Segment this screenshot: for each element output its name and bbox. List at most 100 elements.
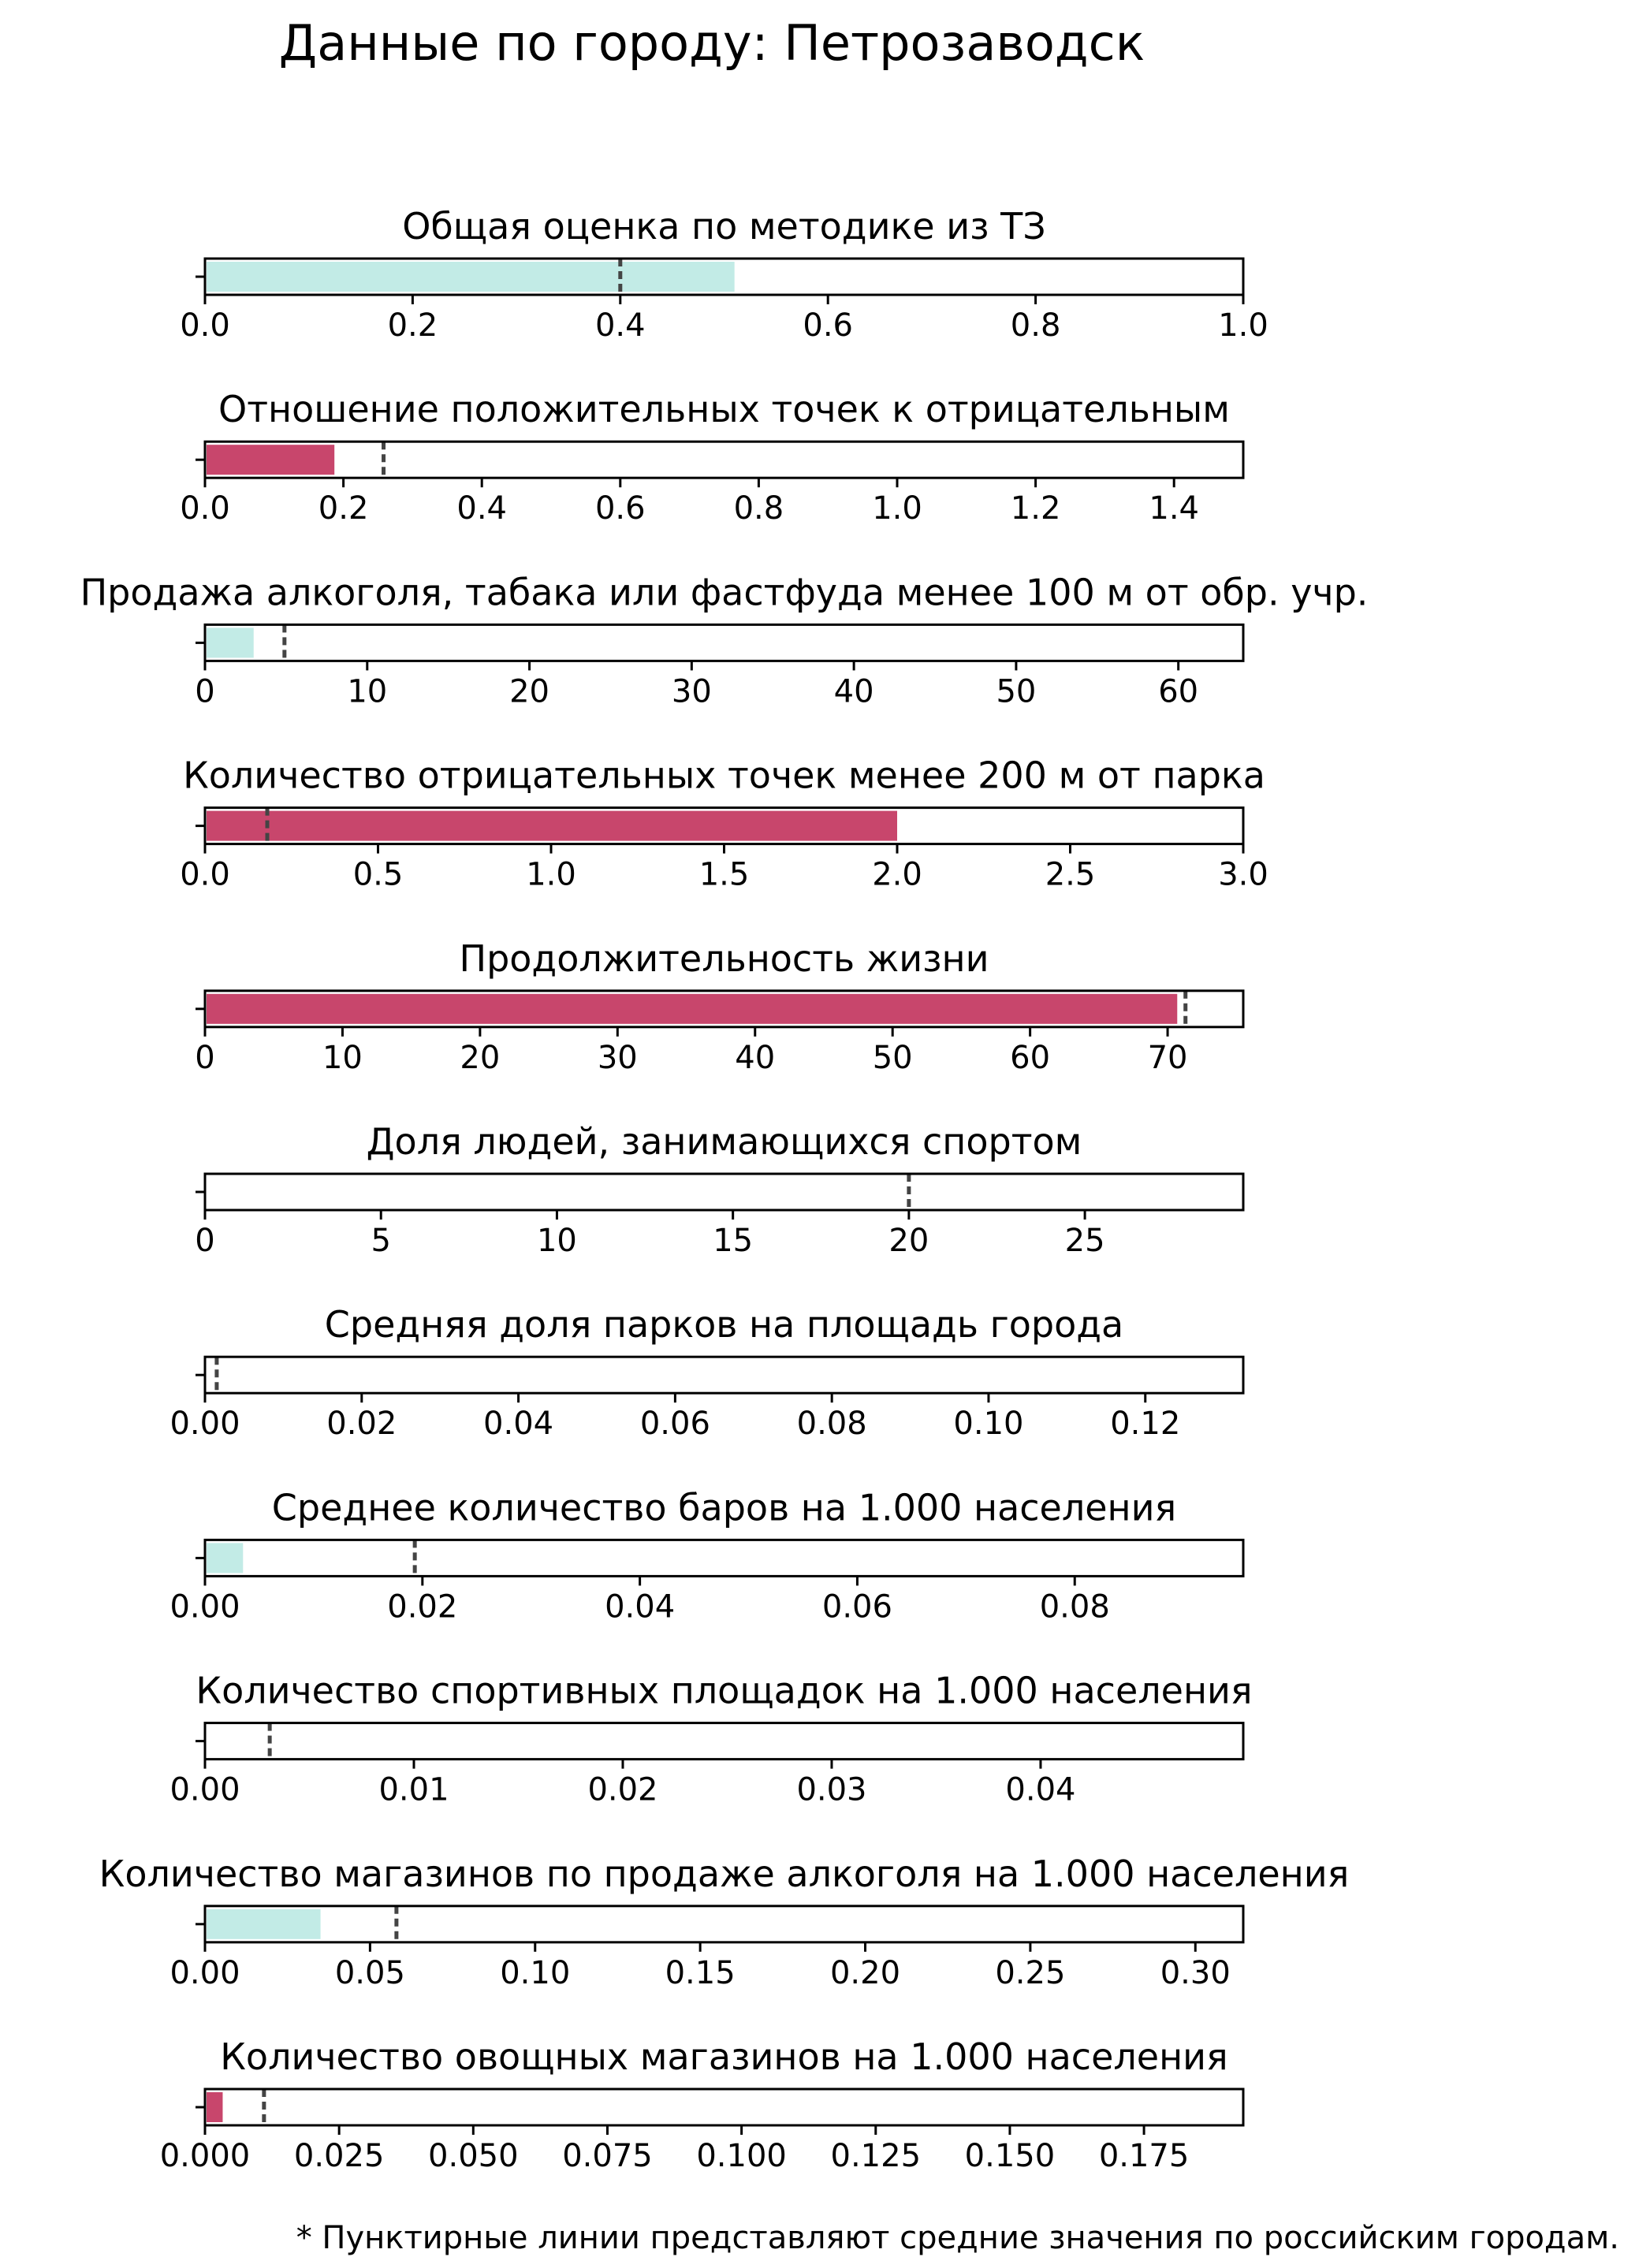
- x-tick-label: 0.02: [387, 1588, 457, 1625]
- x-tick-label: 30: [672, 673, 712, 709]
- x-tick-label: 5: [371, 1223, 390, 1259]
- x-tick-label: 0.2: [318, 490, 369, 527]
- x-tick-label: 1.0: [1218, 307, 1268, 344]
- value-bar: [207, 445, 335, 475]
- x-tick-label: 1.0: [872, 490, 922, 527]
- x-tick-label: 0.25: [995, 1955, 1065, 1991]
- x-tick-label: 0.0: [180, 307, 230, 344]
- panel-1: Общая оценка по методике из ТЗ 0.0 0.2 0.4 0…: [180, 205, 1268, 344]
- panel-11: Количество овощных магазинов на 1.000 на…: [160, 2035, 1245, 2174]
- x-tick-label: 15: [713, 1223, 753, 1259]
- axes-frame: [203, 1172, 1245, 1212]
- x-tick-label: 1.2: [1011, 490, 1061, 527]
- x-tick-label: 30: [598, 1040, 638, 1076]
- x-tick-label: 0.8: [734, 490, 784, 527]
- x-tick-label: 0.00: [169, 1955, 240, 1991]
- panel-title: Общая оценка по методике из ТЗ: [402, 205, 1046, 248]
- x-tick-label: 0.00: [169, 1772, 240, 1808]
- x-tick-label: 3.0: [1218, 857, 1268, 893]
- x-tick-label: 0.6: [803, 307, 853, 344]
- panel-title: Количество отрицательных точек менее 200…: [183, 754, 1265, 797]
- x-tick-label: 0.100: [696, 2138, 787, 2174]
- x-tick-label: 0: [195, 1223, 214, 1259]
- x-tick-label: 0.025: [294, 2138, 385, 2174]
- x-tick-label: 0.2: [388, 307, 438, 344]
- value-bar: [207, 810, 897, 841]
- panel-title: Количество магазинов по продаже алкоголя…: [99, 1853, 1350, 1895]
- panel-title: Доля людей, занимающихся спортом: [367, 1120, 1082, 1163]
- panel-2: Отношение положительных точек к отрицате…: [180, 388, 1245, 527]
- panel-title: Среднее количество баров на 1.000 населе…: [272, 1486, 1176, 1529]
- value-bar: [207, 1909, 321, 1939]
- axes-frame: [203, 623, 1245, 662]
- x-tick-label: 1.5: [699, 857, 750, 893]
- x-tick-label: 0.04: [605, 1588, 675, 1625]
- x-tick-label: 0.30: [1160, 1955, 1231, 1991]
- axes-frame: [203, 2087, 1245, 2127]
- panel-title: Количество овощных магазинов на 1.000 на…: [220, 2035, 1227, 2078]
- x-tick-label: 0.10: [500, 1955, 570, 1991]
- panel-title: Продажа алкоголя, табака или фастфуда ме…: [80, 571, 1369, 613]
- axes-frame: [203, 440, 1245, 479]
- x-tick-label: 20: [509, 673, 549, 709]
- x-tick-label: 20: [460, 1040, 500, 1076]
- x-tick-label: 50: [996, 673, 1036, 709]
- axes-frame: [203, 1905, 1245, 1944]
- x-tick-label: 40: [834, 673, 874, 709]
- x-tick-label: 60: [1010, 1040, 1050, 1076]
- x-tick-label: 0.04: [1005, 1772, 1075, 1808]
- x-tick-label: 0.075: [562, 2138, 653, 2174]
- panels: Общая оценка по методике из ТЗ 0.0 0.2 0.4 0…: [80, 205, 1369, 2174]
- x-tick-label: 0.4: [595, 307, 646, 344]
- value-bar: [207, 628, 254, 658]
- x-tick-label: 0.4: [456, 490, 507, 527]
- x-tick-label: 0.05: [335, 1955, 405, 1991]
- x-tick-label: 50: [873, 1040, 913, 1076]
- x-tick-label: 20: [888, 1223, 929, 1259]
- panel-8: Среднее количество баров на 1.000 населе…: [169, 1486, 1245, 1625]
- panel-10: Количество магазинов по продаже алкоголя…: [99, 1853, 1350, 1991]
- x-tick-label: 0.00: [169, 1588, 240, 1625]
- x-tick-label: 0.175: [1099, 2138, 1190, 2174]
- x-tick-label: 0.6: [595, 490, 646, 527]
- x-tick-label: 0.08: [797, 1406, 867, 1442]
- x-tick-label: 2.5: [1045, 857, 1096, 893]
- x-tick-label: 10: [347, 673, 387, 709]
- x-tick-label: 0.02: [326, 1406, 397, 1442]
- x-tick-label: 0.10: [953, 1406, 1023, 1442]
- x-tick-label: 0.15: [665, 1955, 736, 1991]
- x-tick-label: 0.00: [169, 1406, 240, 1442]
- x-tick-label: 0.02: [587, 1772, 657, 1808]
- x-tick-label: 40: [735, 1040, 775, 1076]
- x-tick-label: 0: [195, 1040, 214, 1076]
- x-tick-label: 0.01: [378, 1772, 449, 1808]
- panel-9: Количество спортивных площадок на 1.000 …: [169, 1670, 1252, 1808]
- panel-title: Отношение положительных точек к отрицате…: [218, 388, 1230, 430]
- axes-frame: [203, 1722, 1245, 1761]
- x-tick-label: 25: [1065, 1223, 1105, 1259]
- x-tick-label: 0.06: [822, 1588, 892, 1625]
- x-tick-label: 0.125: [831, 2138, 922, 2174]
- x-tick-label: 0.06: [640, 1406, 710, 1442]
- x-tick-label: 60: [1158, 673, 1198, 709]
- axes-frame: [203, 1538, 1245, 1577]
- footnote: * Пунктирные линии представляют средние …: [296, 2220, 1619, 2256]
- panel-6: Доля людей, занимающихся спортом 0 5 10 15 20…: [195, 1120, 1245, 1259]
- panel-3: Продажа алкоголя, табака или фастфуда ме…: [80, 571, 1369, 709]
- x-tick-label: 0.000: [160, 2138, 251, 2174]
- x-tick-label: 0.150: [965, 2138, 1056, 2174]
- x-tick-label: 0.03: [796, 1772, 866, 1808]
- panel-5: Продолжительность жизни 0 10 20 30 40 50 60 70: [195, 937, 1245, 1076]
- x-tick-label: 0.08: [1040, 1588, 1110, 1625]
- panel-title: Продолжительность жизни: [459, 937, 989, 980]
- x-tick-label: 0.050: [428, 2138, 519, 2174]
- x-tick-label: 1.0: [526, 857, 576, 893]
- x-tick-label: 0: [195, 673, 214, 709]
- figure-title: Данные по городу: Петрозаводск: [279, 14, 1145, 72]
- x-tick-label: 1.4: [1149, 490, 1199, 527]
- panel-7: Средняя доля парков на площадь города 0.0…: [169, 1303, 1245, 1442]
- x-tick-label: 70: [1148, 1040, 1188, 1076]
- panel-4: Количество отрицательных точек менее 200…: [180, 754, 1268, 893]
- x-tick-label: 0.20: [830, 1955, 900, 1991]
- panel-title: Количество спортивных площадок на 1.000 …: [196, 1670, 1252, 1712]
